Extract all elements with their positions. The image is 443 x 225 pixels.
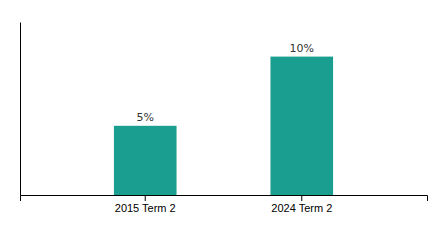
x-tick-mark [145,195,146,201]
x-tick: 2024 Term 2 [271,195,332,214]
plot: 2015 Term 2 2024 Term 2 5% 10% [21,23,428,214]
x-tick-mark [301,195,302,201]
y-axis-line [20,23,21,196]
data-label: 5% [137,111,154,124]
bar [270,57,333,195]
x-axis-line [21,196,428,202]
x-tick-label: 2024 Term 2 [271,202,332,214]
bar [114,126,177,195]
y-axis [20,23,21,196]
data-label: 10% [290,42,314,55]
chart: 2015 Term 2 2024 Term 2 5% 10% [0,0,443,225]
x-tick: 2015 Term 2 [115,195,176,214]
x-tick-label: 2015 Term 2 [115,202,176,214]
bars [114,57,333,195]
data-labels: 5% 10% [137,42,314,124]
x-axis: 2015 Term 2 2024 Term 2 [21,195,428,214]
